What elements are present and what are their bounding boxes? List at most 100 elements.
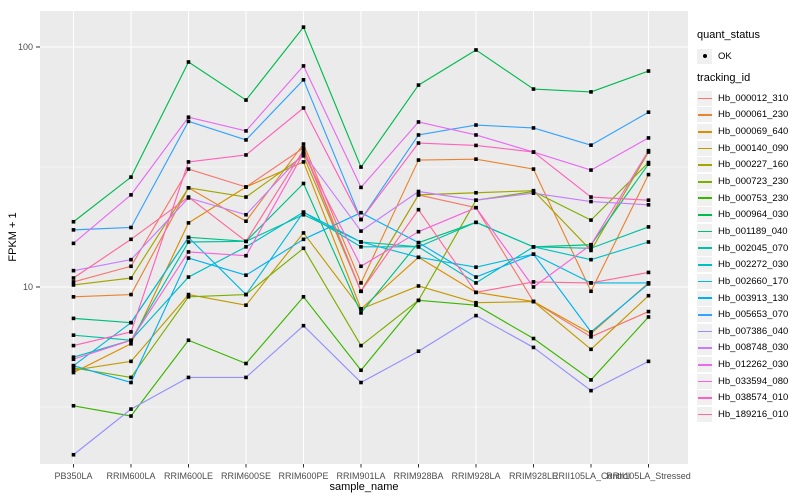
data-point (301, 25, 306, 29)
data-point (186, 195, 191, 199)
data-point (129, 341, 133, 346)
data-point (359, 185, 363, 190)
data-point (531, 126, 536, 130)
legend-item: Hb_000012_310 (697, 90, 788, 107)
y-tick-label: 10 (22, 281, 33, 292)
series-color-swatch (697, 363, 712, 366)
legend-title-quant-status: quant_status (697, 29, 760, 41)
ok-point-icon (702, 54, 707, 58)
data-point (71, 219, 76, 224)
data-point (531, 245, 536, 249)
data-point (186, 338, 191, 343)
data-point (359, 368, 363, 373)
data-point (589, 281, 593, 285)
data-point (646, 293, 651, 298)
data-point (301, 106, 306, 110)
x-tick-label: RRII105LA_Control (551, 471, 631, 481)
series-color-swatch (697, 413, 712, 416)
series-color-swatch (697, 97, 712, 100)
data-point (589, 242, 593, 247)
legend-title-tracking-id: tracking_id (697, 72, 751, 84)
legend-item: Hb_002272_030 (697, 256, 788, 273)
series-color-swatch (697, 280, 712, 283)
data-point (589, 335, 593, 339)
data-point (416, 245, 421, 249)
data-point (474, 190, 478, 195)
data-point (301, 246, 306, 251)
data-point (531, 285, 536, 289)
data-point (646, 240, 651, 244)
data-point (589, 90, 593, 94)
legend-item: Hb_000753_230 (697, 190, 788, 207)
data-point (186, 240, 191, 244)
legend-item-label: Hb_000723_230 (718, 176, 789, 188)
data-point (301, 210, 306, 214)
data-point (359, 210, 363, 215)
data-point (71, 276, 76, 280)
line-key-icon (697, 290, 712, 306)
data-point (129, 380, 133, 385)
data-point (186, 60, 191, 64)
x-tick-label: RRIM600LE (163, 471, 214, 481)
line-key-icon (697, 307, 712, 323)
data-point (71, 368, 76, 373)
data-point (646, 136, 651, 140)
data-point (186, 275, 191, 279)
data-point (416, 255, 421, 260)
legend-item-label: Hb_003913_130 (718, 292, 789, 304)
data-point (129, 175, 133, 179)
data-point (359, 311, 363, 315)
series-color-swatch (697, 147, 712, 150)
legend-item: Hb_001189_040 (697, 223, 788, 240)
x-tick-label: RRIM928LE (508, 471, 559, 481)
legend-item: Hb_000140_090 (697, 140, 788, 157)
legend-item-label: Hb_038574_010 (718, 392, 789, 404)
data-point (589, 143, 593, 147)
data-point (301, 323, 306, 328)
legend-item: Hb_000964_030 (697, 206, 788, 223)
data-point (301, 160, 306, 164)
data-point (244, 239, 248, 244)
legend-item-label: Hb_000227_160 (718, 159, 789, 171)
x-tick-label: RRIM600SE (220, 471, 272, 481)
data-point (359, 380, 363, 385)
legend-item: Hb_008748_030 (697, 340, 788, 357)
line-key-icon (697, 323, 712, 339)
legend-item-label: Hb_008748_030 (718, 342, 789, 354)
data-point (416, 240, 421, 245)
series-color-swatch (697, 330, 712, 333)
data-point (531, 299, 536, 304)
data-point (71, 357, 76, 362)
data-point (301, 237, 306, 242)
legend-item-label: Hb_000964_030 (718, 209, 789, 221)
data-point (474, 198, 478, 202)
legend-item-label: Hb_002272_030 (718, 259, 789, 271)
data-point (71, 366, 76, 370)
data-point (129, 375, 133, 380)
data-point (359, 343, 363, 348)
series-color-swatch (697, 313, 712, 316)
data-point (531, 280, 536, 284)
x-tick-label: PB350LA (54, 471, 93, 481)
line-key-icon (697, 257, 712, 273)
x-tick-label: RRIM600PE (278, 471, 329, 481)
data-point (244, 375, 248, 380)
data-point (186, 292, 191, 297)
data-point (589, 199, 593, 204)
data-point (531, 150, 536, 154)
data-point (359, 245, 363, 249)
data-point (589, 289, 593, 294)
line-key-icon (697, 140, 712, 156)
data-point (129, 193, 133, 197)
data-point (71, 363, 76, 368)
data-point (474, 157, 478, 161)
data-point (186, 167, 191, 171)
line-key-icon (697, 124, 712, 140)
legend-item: Hb_000227_160 (697, 157, 788, 174)
data-point (359, 289, 363, 294)
data-point (359, 240, 363, 244)
data-point (474, 220, 478, 225)
series-color-swatch (697, 164, 712, 166)
data-point (71, 228, 76, 232)
